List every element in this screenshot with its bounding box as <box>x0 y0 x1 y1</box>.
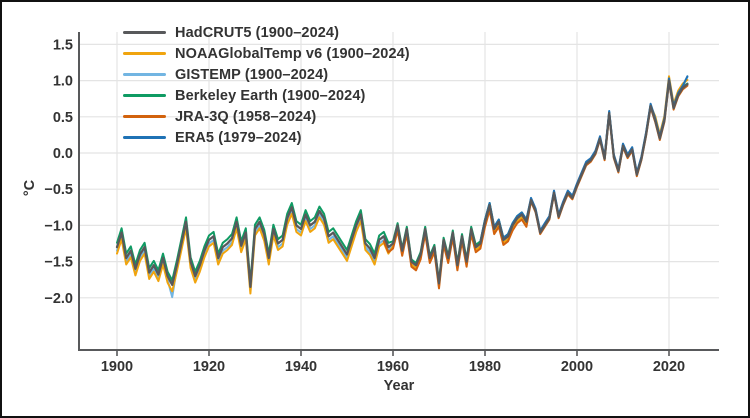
x-axis-title: Year <box>383 378 415 394</box>
y-tick-label: 1.5 <box>53 37 73 53</box>
legend-label: NOAAGlobalTemp v6 (1900–2024) <box>175 45 410 62</box>
x-tick-label: 1900 <box>101 359 133 375</box>
x-tick-label: 2000 <box>561 359 593 375</box>
chart-legend: HadCRUT5 (1900–2024) NOAAGlobalTemp v6 (1… <box>123 24 410 147</box>
legend-label: Berkeley Earth (1900–2024) <box>175 87 366 104</box>
y-tick-label: 0.0 <box>53 146 73 162</box>
legend-label: ERA5 (1979–2024) <box>175 129 302 146</box>
legend-swatch-icon <box>123 94 166 98</box>
series-line-hadcrut5 <box>115 79 689 289</box>
legend-swatch-icon <box>123 52 166 56</box>
legend-item-hadcrut5: HadCRUT5 (1900–2024) <box>123 24 410 42</box>
legend-item-jra-3q: JRA-3Q (1958–2024) <box>123 108 410 126</box>
x-tick-label: 1980 <box>469 359 501 375</box>
x-tick-label: 1960 <box>377 359 409 375</box>
legend-item-gistemp: GISTEMP (1900–2024) <box>123 66 410 84</box>
legend-label: GISTEMP (1900–2024) <box>175 66 329 83</box>
y-tick-label: 0.5 <box>53 110 73 126</box>
y-tick-label: −1.5 <box>44 255 73 271</box>
x-tick-label: 1940 <box>285 359 317 375</box>
y-tick-label: −1.0 <box>44 218 73 234</box>
legend-label: HadCRUT5 (1900–2024) <box>175 24 339 41</box>
y-tick-label: −2.0 <box>44 291 73 307</box>
legend-swatch-icon <box>123 31 166 35</box>
legend-label: JRA-3Q (1958–2024) <box>175 108 317 125</box>
legend-item-berkeley-earth: Berkeley Earth (1900–2024) <box>123 87 410 105</box>
x-tick-label: 2020 <box>653 359 685 375</box>
legend-item-era5: ERA5 (1979–2024) <box>123 129 410 147</box>
legend-swatch-icon <box>123 136 166 140</box>
x-tick-label: 1920 <box>193 359 225 375</box>
y-axis-title: °C <box>22 179 38 197</box>
legend-item-noaaglobaltemp-v6: NOAAGlobalTemp v6 (1900–2024) <box>123 45 410 63</box>
y-tick-label: −0.5 <box>44 182 73 198</box>
legend-swatch-icon <box>123 73 166 77</box>
legend-swatch-icon <box>123 115 166 119</box>
series-line-era5 <box>479 75 689 243</box>
y-tick-label: 1.0 <box>53 74 73 90</box>
